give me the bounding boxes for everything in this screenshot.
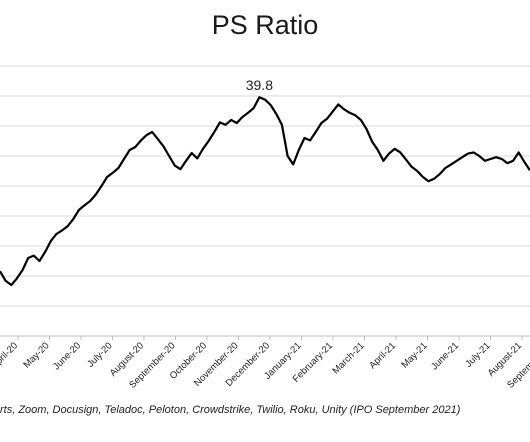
x-tick-label: June-21 [429,340,461,372]
chart-title: PS Ratio [211,10,319,40]
x-tick-label: April-21 [367,340,398,371]
x-tick-label: March-21 [330,340,366,376]
x-tick-label: July-21 [463,340,492,369]
x-tick-label: June-20 [51,340,83,372]
footnote: rts, Zoom, Docusign, Teladoc, Peloton, C… [0,404,461,416]
x-tick-label: April-20 [0,340,20,371]
peak-data-label: 39.8 [246,77,273,93]
x-tick-label: May-21 [399,340,429,370]
series-line [0,96,530,287]
x-tick-label: July-20 [85,340,114,369]
x-tick-label: May-20 [21,340,51,370]
